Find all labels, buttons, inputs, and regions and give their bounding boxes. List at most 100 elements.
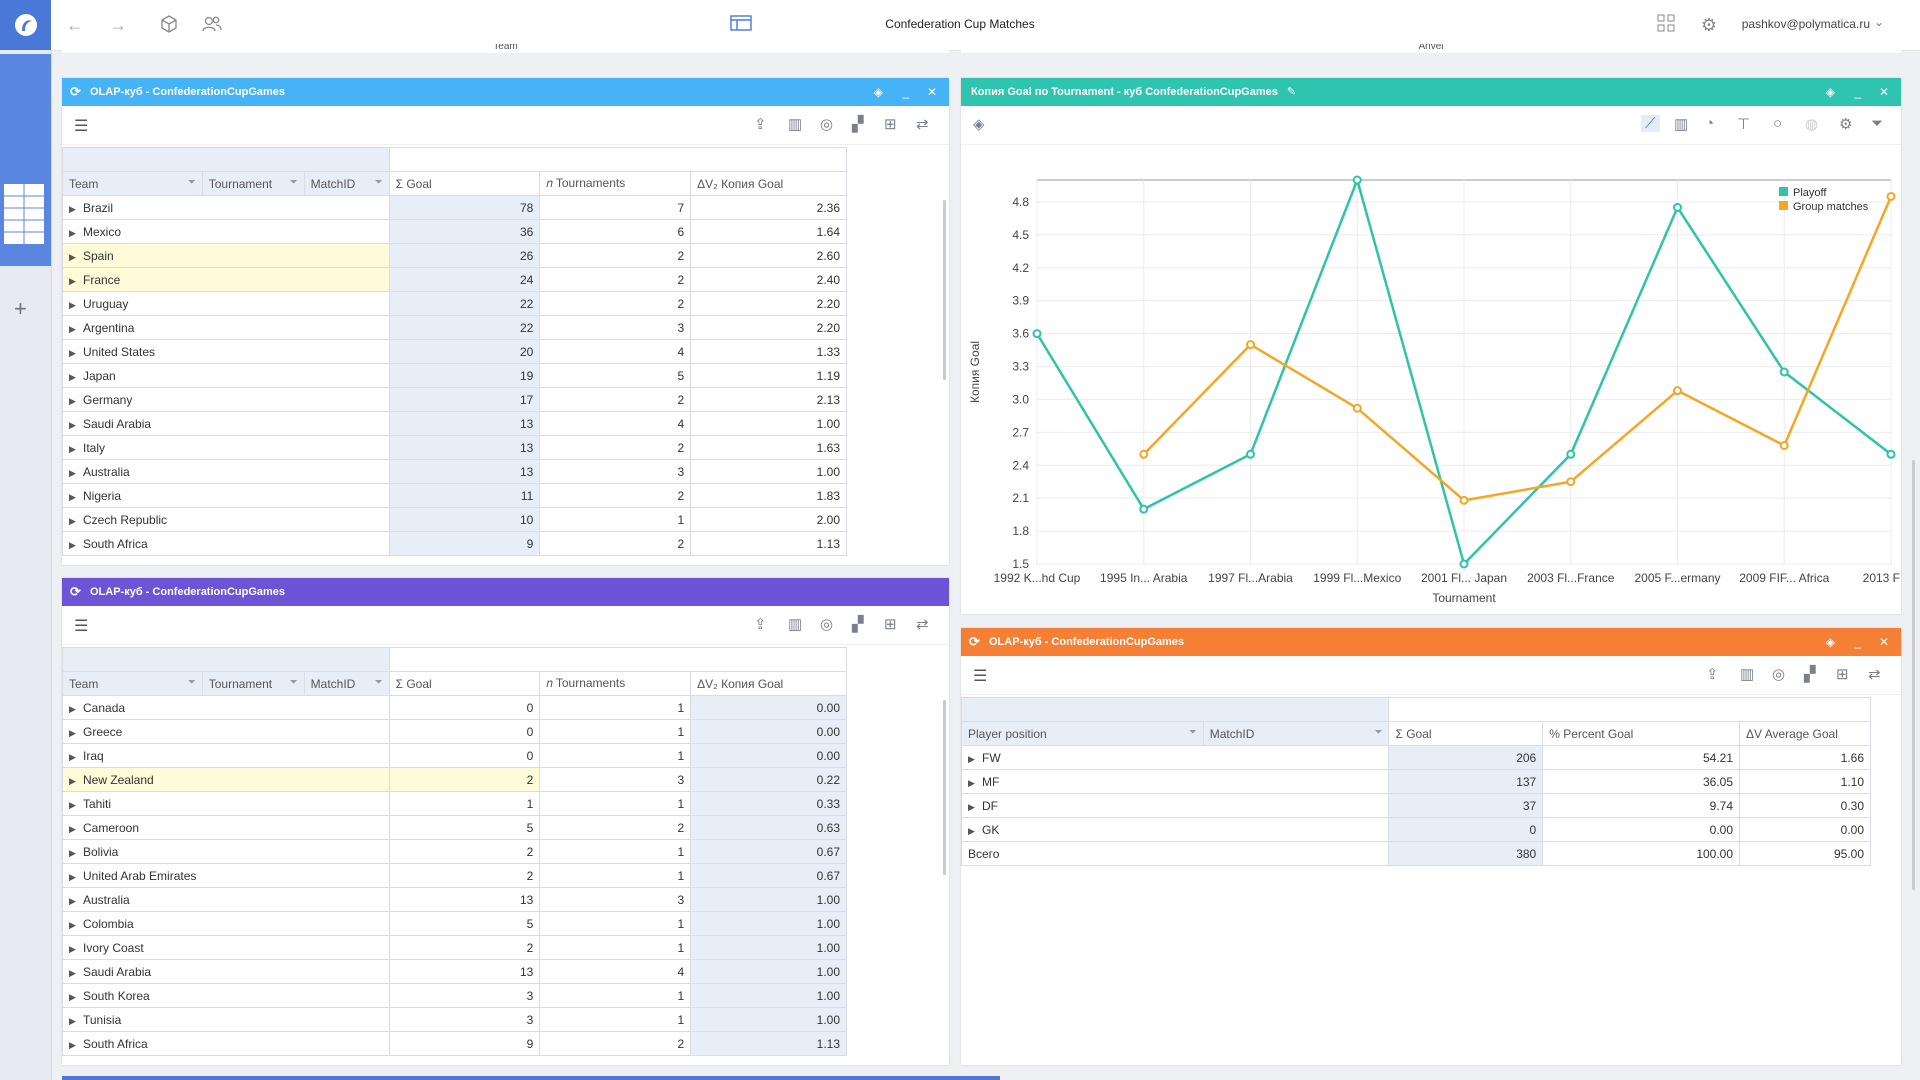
grid-view-icon[interactable] [1655, 14, 1677, 36]
column-header-percent-goal[interactable]: % Percent Goal [1542, 721, 1741, 746]
menu-icon[interactable]: ☰ [973, 668, 988, 685]
row-label[interactable]: ▶ Mexico [62, 219, 390, 244]
export-icon[interactable]: ⇪ [754, 116, 767, 133]
expand-arrow-icon[interactable]: ▶ [968, 753, 975, 764]
expand-arrow-icon[interactable]: ▶ [69, 491, 76, 502]
pivot-icon[interactable]: ▞ [852, 116, 864, 133]
row-label[interactable]: ▶ Japan [62, 363, 390, 388]
table-row[interactable]: ▶ Colombia 5 1 1.00 [62, 911, 847, 936]
expand-arrow-icon[interactable]: ▶ [69, 799, 76, 810]
expand-arrow-icon[interactable]: ▶ [69, 275, 76, 286]
chevron-down-icon[interactable]: ⌄ [1873, 15, 1884, 29]
column-header-tournament[interactable]: Tournament ⏷ [201, 671, 305, 696]
row-label[interactable]: ▶ DF [961, 793, 1390, 818]
table-row[interactable]: ▶ Nigeria 11 2 1.83 [62, 483, 847, 508]
table-row[interactable]: ▶ Australia 13 3 1.00 [62, 459, 847, 484]
expand-arrow-icon[interactable]: ▶ [69, 419, 76, 430]
expand-arrow-icon[interactable]: ▶ [69, 539, 76, 550]
row-label[interactable]: ▶ Tunisia [62, 1007, 390, 1032]
tree-icon[interactable]: ⊞ [884, 116, 897, 133]
user-email[interactable]: pashkov@polymatica.ru [1741, 17, 1870, 31]
row-label[interactable]: ▶ Germany [62, 387, 390, 412]
table-row[interactable]: ▶ Tunisia 3 1 1.00 [62, 1007, 847, 1032]
table-row[interactable]: ▶ Ivory Coast 2 1 1.00 [62, 935, 847, 960]
row-label[interactable]: ▶ New Zealand [62, 767, 390, 792]
circle-icon[interactable]: ○ [1773, 115, 1783, 132]
close-icon[interactable]: ✕ [1878, 635, 1889, 649]
expand-arrow-icon[interactable]: ▶ [69, 871, 76, 882]
table-row[interactable]: ▶ GK 0 0.00 0.00 [961, 817, 1871, 842]
expand-arrow-icon[interactable]: ▶ [968, 777, 975, 788]
table-row[interactable]: ▶ Japan 19 5 1.19 [62, 363, 847, 388]
expand-arrow-icon[interactable]: ▶ [69, 467, 76, 478]
expand-arrow-icon[interactable]: ▶ [69, 919, 76, 930]
expand-arrow-icon[interactable]: ▶ [69, 943, 76, 954]
filter-icon[interactable]: ⏷ [1871, 115, 1884, 132]
column-header-goal[interactable]: Σ Goal [388, 671, 541, 696]
row-label[interactable]: ▶ Ivory Coast [62, 935, 390, 960]
pin-icon[interactable]: ⊤ [1737, 116, 1751, 133]
menu-icon[interactable]: ☰ [74, 118, 89, 135]
panel-1-scrollbar[interactable] [943, 200, 946, 380]
export-icon[interactable]: ⇪ [754, 616, 767, 633]
column-header-goal[interactable]: Σ Goal [1388, 721, 1544, 746]
pivot-icon[interactable]: ▞ [852, 616, 864, 633]
expand-arrow-icon[interactable]: ▶ [69, 251, 76, 262]
column-header-average-goal[interactable]: ΔV Average Goal [1739, 721, 1871, 746]
row-label[interactable]: ▶ Iraq [62, 743, 390, 768]
expand-arrow-icon[interactable]: ▶ [69, 443, 76, 454]
filter-icon[interactable]: ⏷ [289, 676, 298, 688]
forward-arrow-icon[interactable]: → [109, 15, 127, 35]
bar-chart-icon[interactable]: ▥ [1674, 116, 1689, 133]
expand-arrow-icon[interactable]: ▶ [69, 823, 76, 834]
row-label[interactable]: ▶ Canada [62, 695, 390, 720]
column-header-matchid[interactable]: MatchID ⏷ [1202, 721, 1390, 746]
transpose-icon[interactable]: ⇄ [916, 616, 929, 633]
row-label[interactable]: ▶ United Arab Emirates [62, 863, 390, 888]
bar-chart-icon[interactable]: ▥ [788, 616, 803, 633]
panel-2-scrollbar[interactable] [943, 700, 946, 875]
menu-icon[interactable]: ☰ [74, 618, 89, 635]
rail-active-layer[interactable] [0, 54, 51, 266]
pivot-icon[interactable]: ▞ [1804, 666, 1816, 683]
row-label[interactable]: ▶ Uruguay [62, 291, 390, 316]
row-label[interactable]: ▶ MF [961, 769, 1390, 794]
expand-arrow-icon[interactable]: ▶ [968, 825, 975, 836]
minimize-icon[interactable]: _ [1854, 85, 1861, 99]
row-label[interactable]: ▶ Argentina [62, 315, 390, 340]
expand-arrow-icon[interactable]: ▶ [69, 1015, 76, 1026]
column-header-matchid[interactable]: MatchID ⏷ [303, 171, 390, 196]
export-icon[interactable]: ⇪ [1706, 666, 1719, 683]
row-label[interactable]: ▶ Brazil [62, 195, 390, 220]
column-header-tournaments[interactable]: 𝑛 Tournaments [539, 671, 692, 696]
table-row[interactable]: ▶ Uruguay 22 2 2.20 [62, 291, 847, 316]
row-label[interactable]: ▶ Australia [62, 887, 390, 912]
table-row[interactable]: ▶ United Arab Emirates 2 1 0.67 [62, 863, 847, 888]
compass-icon[interactable]: ◎ [1772, 666, 1786, 683]
expand-arrow-icon[interactable]: ▶ [69, 203, 76, 214]
row-label[interactable]: ▶ Tahiti [62, 791, 390, 816]
table-row[interactable]: ▶ Argentina 22 3 2.20 [62, 315, 847, 340]
row-label[interactable]: ▶ GK [961, 817, 1390, 842]
column-header-goal[interactable]: Σ Goal [388, 171, 541, 196]
row-label[interactable]: ▶ FW [961, 745, 1390, 770]
table-row[interactable]: ▶ Germany 17 2 2.13 [62, 387, 847, 412]
row-label[interactable]: ▶ South Africa [62, 1031, 390, 1056]
gear-icon[interactable]: ⚙ [1700, 15, 1718, 35]
column-header-copy-goal[interactable]: ΔV₂ Копия Goal [690, 171, 847, 196]
column-header-team[interactable]: Team ⏷ [62, 171, 203, 196]
gear-icon[interactable]: ⚙ [1839, 116, 1853, 133]
line-chart-icon[interactable]: ⟋ [1641, 115, 1660, 132]
expand-arrow-icon[interactable]: ▶ [69, 371, 76, 382]
table-row[interactable]: ▶ Czech Republic 10 1 2.00 [62, 507, 847, 532]
add-layer-plus-icon[interactable]: + [14, 296, 27, 321]
layout-icon[interactable] [730, 14, 752, 36]
expand-arrow-icon[interactable]: ▶ [69, 395, 76, 406]
page-scrollbar[interactable] [1912, 460, 1915, 890]
column-header-tournament[interactable]: Tournament ⏷ [201, 171, 305, 196]
bar-chart-icon[interactable]: ▥ [788, 116, 803, 133]
table-row[interactable]: ▶ Iraq 0 1 0.00 [62, 743, 847, 768]
table-row[interactable]: ▶ United States 20 4 1.33 [62, 339, 847, 364]
row-label[interactable]: ▶ Saudi Arabia [62, 959, 390, 984]
expand-arrow-icon[interactable]: ▶ [69, 991, 76, 1002]
